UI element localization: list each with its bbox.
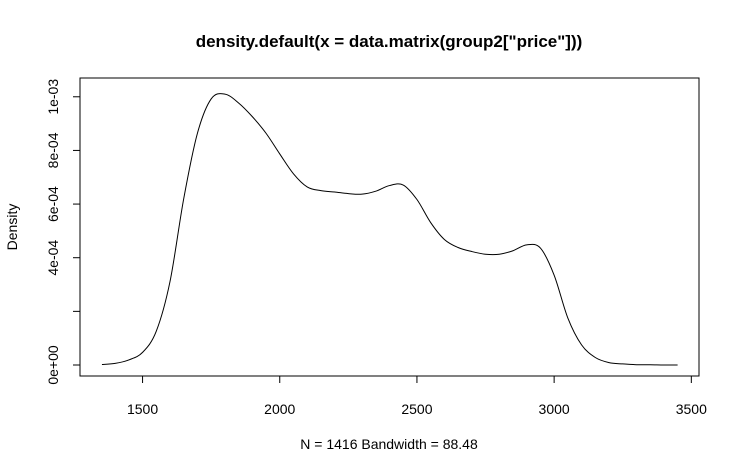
chart-title-group: density.default(x = data.matrix(group2["… bbox=[196, 32, 583, 51]
y-tick-label: 4e-04 bbox=[45, 240, 61, 276]
series-layer bbox=[101, 93, 678, 366]
plot-frame bbox=[79, 77, 700, 377]
x-tick-label: 3500 bbox=[676, 401, 707, 417]
x-tick-label: 3000 bbox=[539, 401, 570, 417]
x-tick-label: 2000 bbox=[264, 401, 295, 417]
y-tick-label: 8e-04 bbox=[45, 132, 61, 168]
y-tick-label: 1e-03 bbox=[45, 79, 61, 115]
y-axis-label: Density bbox=[4, 204, 20, 251]
x-axis: 1500 2000 2500 3000 3500 bbox=[127, 375, 707, 417]
x-axis-label: N = 1416 Bandwidth = 88.48 bbox=[300, 436, 478, 452]
x-tick-label: 1500 bbox=[127, 401, 158, 417]
x-tick-label: 2500 bbox=[401, 401, 432, 417]
density-curve bbox=[101, 93, 678, 366]
y-axis: 0e+00 4e-04 6e-04 8e-04 1e-03 bbox=[45, 79, 81, 385]
y-tick-label: 0e+00 bbox=[45, 345, 61, 385]
plot-frame-group bbox=[79, 77, 700, 377]
chart-title: density.default(x = data.matrix(group2["… bbox=[196, 32, 583, 51]
y-tick-label: 6e-04 bbox=[45, 186, 61, 222]
axis-labels-group: N = 1416 Bandwidth = 88.48 Density bbox=[4, 204, 478, 452]
